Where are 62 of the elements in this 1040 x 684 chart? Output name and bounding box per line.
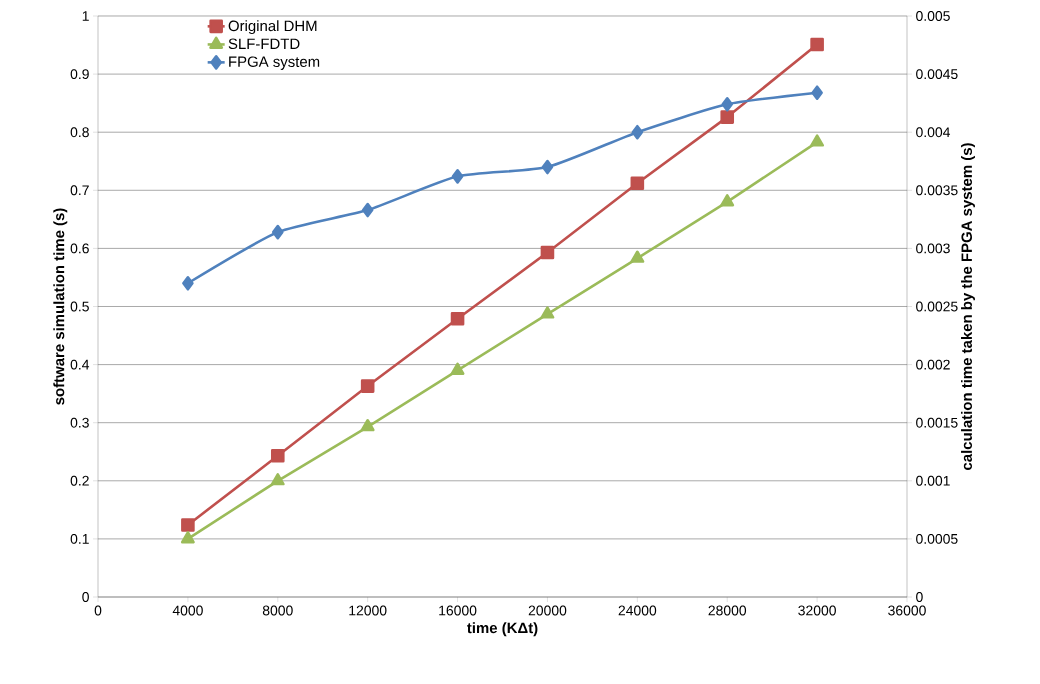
x-tick-label: 28000: [708, 605, 747, 616]
y-tick-label: 0.2: [70, 475, 89, 486]
point: [810, 37, 824, 52]
x-tick-label: 4000: [172, 605, 203, 616]
point: [721, 97, 734, 112]
point: [720, 194, 735, 207]
y2-tick-label: 0.0025: [916, 301, 958, 312]
x-tick-label: 20000: [528, 605, 567, 616]
x-tick-label: 0: [94, 605, 102, 616]
x-tick-label: 8000: [262, 605, 293, 616]
point: [720, 110, 735, 124]
point: [811, 85, 823, 100]
y2-tick-label: 0.005: [916, 11, 950, 21]
point: [270, 473, 285, 486]
y2-tick-label: 0.002: [916, 359, 950, 370]
point: [270, 449, 285, 463]
point: [450, 311, 465, 326]
y-tick-label: 0.4: [70, 359, 90, 370]
x-tick-label: 36000: [888, 605, 926, 616]
point: [360, 418, 375, 432]
x-tick-label: 24000: [618, 605, 657, 616]
y2-tick-label: 0.0035: [916, 185, 958, 196]
y-tick-label: 0: [82, 592, 89, 602]
y-tick-label: 0.5: [70, 301, 89, 312]
x-tick-label: 32000: [798, 605, 836, 616]
point: [540, 245, 555, 260]
point: [810, 134, 825, 147]
y-tick-label: 0.7: [70, 185, 89, 196]
y-tick-label: 0.1: [70, 533, 89, 544]
point: [180, 531, 195, 544]
point: [271, 224, 284, 240]
point: [630, 250, 645, 263]
y2-tick-label: 0.0005: [916, 533, 958, 544]
point: [631, 124, 644, 140]
point: [630, 176, 645, 191]
y2-tick-label: 0: [916, 592, 923, 602]
y2-tick-label: 0.001: [916, 475, 950, 486]
x-axis-title: time (KΔt): [467, 622, 538, 637]
point: [182, 275, 194, 291]
y2-tick-label: 0.004: [916, 127, 951, 138]
y2-tick-label: 0.003: [916, 243, 950, 254]
y-axis-title: software simulation time (s): [53, 208, 68, 405]
legend-label: Original DHM: [228, 20, 317, 35]
y2-tick-label: 0.0015: [916, 417, 958, 428]
x-tick-label: 12000: [349, 605, 387, 616]
y-tick-label: 0.8: [70, 127, 89, 138]
y-tick-label: 0.6: [70, 243, 89, 254]
point: [361, 202, 374, 218]
legend-label: FPGA system: [229, 56, 320, 70]
x-tick-label: 16000: [439, 605, 477, 616]
y-tick-label: 1: [82, 11, 89, 21]
y-tick-label: 0.3: [70, 417, 89, 428]
point: [451, 169, 464, 184]
y2-tick-label: 0.0045: [916, 69, 958, 80]
legend-label: SLF-FDTD: [228, 38, 300, 50]
y-tick-label: 0.9: [70, 69, 89, 80]
point: [540, 306, 555, 319]
y2-axis-title: calculation time taken by the FPGA system (s): [961, 143, 975, 470]
point: [360, 379, 375, 393]
point: [181, 518, 195, 532]
point: [541, 159, 554, 175]
point: [450, 362, 465, 375]
